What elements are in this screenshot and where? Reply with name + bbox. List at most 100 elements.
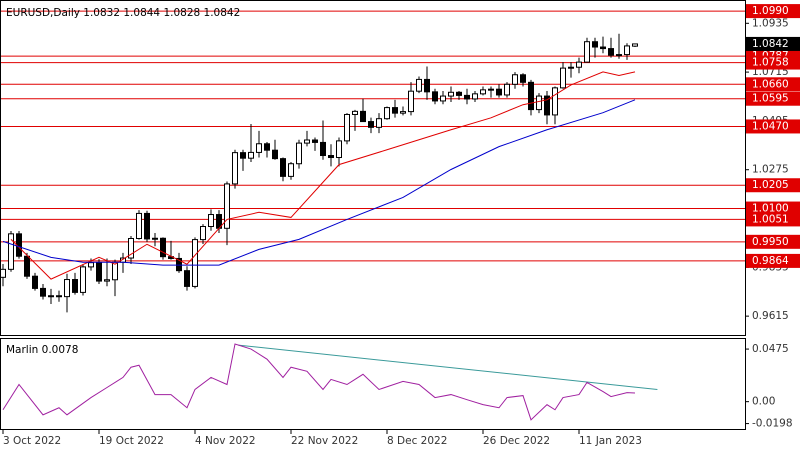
candle-body (408, 90, 414, 113)
candle-body (336, 140, 342, 159)
candle-body (416, 78, 422, 92)
moving-average (2, 99, 636, 266)
x-tick-label: 4 Nov 2022 (195, 435, 256, 447)
candle-body (480, 89, 486, 95)
candle-body (8, 233, 14, 270)
candle-body (96, 262, 102, 282)
moving-average (10, 71, 636, 280)
level-label: 1.0205 (752, 179, 789, 191)
x-tick-label: 3 Oct 2022 (3, 435, 61, 447)
candle-body (560, 67, 566, 89)
candle-body (24, 255, 30, 277)
candle-body (504, 83, 510, 96)
candle-body (224, 183, 230, 229)
candle-body (376, 118, 382, 128)
current-price-box (746, 36, 800, 51)
candle-body (40, 287, 46, 297)
level-label-box (746, 91, 800, 106)
candle-body (616, 54, 622, 57)
candle-body (304, 139, 310, 144)
candle-body (152, 237, 158, 240)
indicator-tick-label: 0.0475 (752, 343, 789, 355)
candle-body (56, 295, 62, 298)
candle-body (352, 110, 358, 115)
candle-body (256, 143, 262, 153)
candle-body (440, 95, 446, 102)
candle-body (184, 270, 190, 287)
level-label: 1.0758 (752, 57, 789, 69)
candle-body (488, 88, 494, 91)
level-label-box (746, 119, 800, 134)
candle-body (472, 93, 478, 100)
indicator-tick-label: 0.00 (752, 396, 775, 408)
x-tick-label: 19 Oct 2022 (99, 435, 164, 447)
level-label-box (746, 55, 800, 70)
level-label: 0.9864 (752, 255, 789, 267)
candle-body (368, 121, 374, 128)
y-tick-label: 1.0275 (752, 164, 789, 176)
candle-body (88, 262, 94, 268)
level-label: 1.0470 (752, 120, 789, 132)
candle-body (512, 74, 518, 85)
x-tick-label: 8 Dec 2022 (387, 435, 447, 447)
candle-body (536, 95, 542, 111)
candle-body (432, 91, 438, 102)
candle-body (248, 151, 254, 159)
candle-body (312, 139, 318, 143)
level-label-box (746, 4, 800, 19)
level-label: 1.0595 (752, 93, 789, 105)
candle-body (496, 88, 502, 96)
candle-body (80, 266, 86, 293)
candle-body (528, 81, 534, 111)
candle-body (400, 111, 406, 114)
candle-body (104, 279, 110, 282)
candle-body (424, 78, 430, 93)
indicator-line (2, 343, 636, 421)
candle-body (48, 295, 54, 298)
level-label: 1.0990 (752, 5, 789, 17)
candle-body (552, 87, 558, 116)
candle-body (328, 155, 334, 159)
candle-body (464, 94, 470, 100)
x-tick-label: 22 Nov 2022 (291, 435, 358, 447)
candle-body (456, 91, 462, 96)
candle-body (264, 143, 270, 151)
y-tick-label: 0.9615 (752, 310, 789, 322)
candle-body (544, 95, 550, 116)
level-label: 1.0051 (752, 213, 789, 225)
candle-body (200, 226, 206, 241)
level-label-box (746, 77, 800, 92)
price-frame (0, 0, 746, 336)
candle-body (520, 74, 526, 83)
candle-body (288, 163, 294, 177)
level-label-box (746, 178, 800, 193)
candle-body (392, 107, 398, 114)
candle-body (72, 279, 78, 293)
indicator-pane (2, 343, 658, 421)
candle-body (232, 152, 238, 185)
candle-body (32, 275, 38, 289)
current-price-label: 1.0842 (752, 38, 789, 50)
candle-body (592, 41, 598, 48)
level-label-box (746, 212, 800, 227)
candle-body (176, 257, 182, 272)
level-label-box (746, 234, 800, 249)
candle-body (608, 48, 614, 56)
level-label: 1.0660 (752, 78, 789, 90)
x-tick-label: 11 Jan 2023 (579, 435, 642, 447)
candle-body (624, 45, 630, 56)
candle-body (272, 149, 278, 160)
candle-body (296, 142, 302, 165)
candle-body (208, 214, 214, 228)
candle-body (144, 212, 150, 240)
indicator-frame (0, 338, 746, 430)
x-tick-label: 26 Dec 2022 (483, 435, 550, 447)
candle-body (112, 261, 118, 281)
candle-body (240, 152, 246, 159)
level-label: 1.0100 (752, 203, 789, 215)
indicator-title: Marlin 0.0078 (6, 344, 78, 356)
price-pane (0, 10, 745, 313)
y-tick-label: 1.0935 (752, 17, 789, 29)
